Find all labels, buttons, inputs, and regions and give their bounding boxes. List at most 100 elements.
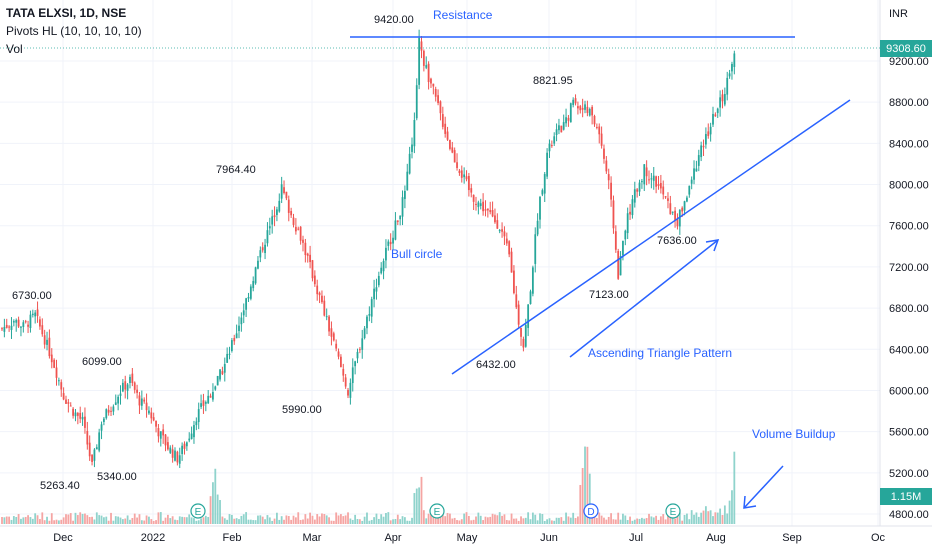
candle-body xyxy=(508,241,511,255)
dividend-marker[interactable]: D xyxy=(583,503,599,519)
volume-bar xyxy=(650,516,653,524)
candle-body xyxy=(148,410,150,414)
volume-bar xyxy=(432,512,435,524)
volume-bar xyxy=(292,515,295,524)
candle-body xyxy=(138,395,141,406)
candle-body xyxy=(91,454,93,462)
volume-bar xyxy=(145,515,148,524)
candle-body xyxy=(313,275,316,285)
earnings-marker[interactable]: E xyxy=(429,503,445,519)
candle-body xyxy=(449,139,451,149)
volume-bar xyxy=(176,520,179,524)
candle-body xyxy=(657,184,660,186)
volume-bar xyxy=(465,512,468,524)
candle-body xyxy=(629,211,631,215)
price-axis[interactable]: 4800.00 5200.00 5600.00 6000.00 6400.00 6800.… xyxy=(889,56,929,521)
volume-bar xyxy=(193,518,195,524)
candle-body xyxy=(496,220,499,229)
volume-bar xyxy=(686,513,688,524)
volume-bar xyxy=(259,515,262,524)
volume-arrow-line[interactable] xyxy=(743,465,784,509)
candle-body xyxy=(309,254,311,263)
candle-body xyxy=(472,194,475,202)
volume-bar xyxy=(626,520,629,524)
volume-bar xyxy=(119,517,122,524)
volume-bar xyxy=(581,468,584,524)
triangle-arrow-line[interactable] xyxy=(569,239,719,358)
volume-label[interactable]: Vol xyxy=(6,42,23,56)
volume-bar xyxy=(316,514,319,524)
volume-bar xyxy=(216,494,219,524)
price-tick-label: 5200.00 xyxy=(889,468,929,480)
volume-bar xyxy=(574,518,577,524)
volume-bar xyxy=(389,520,392,524)
volume-bar xyxy=(95,512,98,524)
candle-body xyxy=(216,375,219,386)
candle-body xyxy=(584,104,586,110)
candle-body xyxy=(271,216,274,225)
candle-body xyxy=(280,184,283,199)
volume-bar xyxy=(619,519,622,524)
last-price-tag: 9308.60 xyxy=(880,40,932,57)
volume-bar xyxy=(304,514,307,524)
ascending-trendline[interactable] xyxy=(451,99,851,375)
volume-bar xyxy=(195,520,198,524)
candle-body xyxy=(645,167,648,177)
candle-body xyxy=(558,125,560,131)
candle-body xyxy=(536,220,539,235)
earnings-marker[interactable]: E xyxy=(665,503,681,519)
volume-bar xyxy=(318,516,321,524)
volume-bar xyxy=(569,517,572,524)
candle-body xyxy=(430,78,432,84)
volume-bar xyxy=(700,512,703,524)
candle-body xyxy=(522,338,525,348)
time-axis[interactable]: Dec 2022 Feb Mar Apr May Jun Jul Aug Sep Oc xyxy=(53,532,885,544)
volume-bar xyxy=(659,516,662,524)
volume-tag-text: 1.15M xyxy=(891,491,922,503)
time-tick-label: Jun xyxy=(540,532,558,544)
candle-body xyxy=(524,324,527,347)
volume-bar xyxy=(221,516,224,524)
volume-bar xyxy=(297,512,300,524)
volume-bar xyxy=(219,500,221,524)
candle-body xyxy=(503,231,506,237)
candle-body xyxy=(167,442,169,450)
candle-body xyxy=(401,197,404,217)
earnings-marker[interactable]: E xyxy=(190,503,206,519)
volume-bar xyxy=(406,520,409,524)
candle-body xyxy=(415,85,418,119)
symbol-title[interactable]: TATA ELXSI, 1D, NSE xyxy=(6,6,126,20)
candle-body xyxy=(422,50,425,66)
volume-bar xyxy=(733,451,736,524)
candle-body xyxy=(588,109,591,116)
volume-bar xyxy=(586,446,589,524)
volume-bar xyxy=(361,520,364,524)
volume-bar xyxy=(567,516,570,524)
volume-bar xyxy=(676,514,679,524)
candle-body xyxy=(212,392,214,400)
indicator-label[interactable]: Pivots HL (10, 10, 10, 10) xyxy=(6,24,142,38)
candle-body xyxy=(304,242,307,256)
candle-body xyxy=(178,455,181,464)
candle-body xyxy=(332,333,335,341)
volume-bar xyxy=(385,512,387,524)
candle-body xyxy=(475,203,477,205)
volume-bar xyxy=(174,519,176,524)
candle-body xyxy=(8,326,11,328)
volume-bar xyxy=(285,515,288,524)
candle-body xyxy=(325,316,328,318)
candle-body xyxy=(456,162,458,168)
candle-body xyxy=(107,409,110,413)
volume-bar xyxy=(306,518,309,524)
volume-bar xyxy=(143,520,146,524)
volume-bar xyxy=(534,514,537,524)
candle-body xyxy=(15,320,18,323)
candle-body xyxy=(392,237,394,244)
volume-bar xyxy=(351,519,354,524)
candle-body xyxy=(129,376,131,383)
volume-bar xyxy=(223,518,226,524)
candle-body xyxy=(98,432,101,451)
volume-bar xyxy=(671,514,674,524)
volume-bar xyxy=(479,515,482,524)
